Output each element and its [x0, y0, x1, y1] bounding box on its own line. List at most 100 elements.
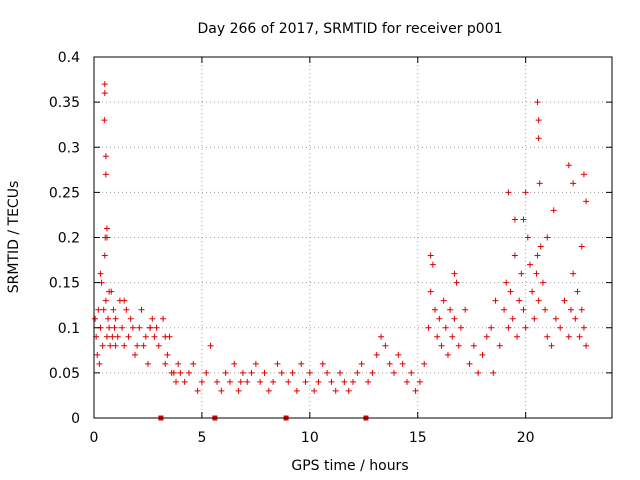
data-point: [542, 306, 549, 313]
data-point: [354, 369, 361, 376]
data-point: [447, 306, 454, 313]
data-point: [442, 324, 449, 331]
data-point: [462, 306, 469, 313]
data-point: [537, 243, 544, 250]
data-point: [531, 315, 538, 322]
data-point: [207, 342, 214, 349]
data-point: [198, 378, 205, 385]
data-point: [270, 378, 277, 385]
data-point: [529, 288, 536, 295]
y-tick-label: 0: [71, 411, 80, 427]
data-point: [345, 387, 352, 394]
data-point: [129, 324, 136, 331]
data-point: [123, 306, 130, 313]
x-axis-label: GPS time / hours: [291, 458, 408, 474]
data-point: [102, 153, 109, 160]
data-point: [382, 342, 389, 349]
data-point: [583, 342, 590, 349]
data-point: [509, 315, 516, 322]
data-point: [578, 306, 585, 313]
data-point: [125, 333, 132, 340]
data-point: [536, 180, 543, 187]
data-point: [101, 117, 108, 124]
data-point: [557, 324, 564, 331]
data-point: [101, 90, 108, 97]
data-point: [109, 333, 116, 340]
x-tick-label: 5: [197, 430, 206, 446]
data-point: [524, 234, 531, 241]
y-tick-label: 0.3: [58, 140, 80, 156]
data-point: [170, 369, 177, 376]
data-point: [278, 369, 285, 376]
data-point: [496, 342, 503, 349]
data-point: [214, 378, 221, 385]
data-point: [132, 351, 139, 358]
data-point: [302, 378, 309, 385]
data-point: [231, 360, 238, 367]
data-point: [103, 234, 110, 241]
points-layer: [92, 81, 590, 394]
y-tick-label: 0.35: [49, 95, 80, 111]
data-point: [490, 369, 497, 376]
data-point: [119, 324, 126, 331]
data-point: [567, 306, 574, 313]
data-point: [114, 333, 121, 340]
data-point: [516, 297, 523, 304]
data-point: [94, 351, 101, 358]
data-point: [177, 369, 184, 376]
data-point: [160, 315, 167, 322]
data-point: [565, 333, 572, 340]
data-point: [412, 387, 419, 394]
data-point: [194, 387, 201, 394]
data-point: [503, 279, 510, 286]
y-axis-label: SRMTID / TECUs: [6, 181, 22, 294]
data-point: [151, 333, 158, 340]
data-point: [285, 378, 292, 385]
data-point: [237, 378, 244, 385]
data-point: [222, 369, 229, 376]
data-point: [475, 369, 482, 376]
data-point: [358, 360, 365, 367]
data-point: [149, 315, 156, 322]
data-point: [147, 324, 154, 331]
data-point: [526, 261, 533, 268]
data-point: [580, 171, 587, 178]
data-point: [483, 333, 490, 340]
x-tick-label: 0: [90, 430, 99, 446]
x-tick-label: 15: [409, 430, 427, 446]
data-point: [440, 297, 447, 304]
data-point: [121, 297, 128, 304]
data-point: [111, 324, 118, 331]
data-point: [552, 315, 559, 322]
data-point: [583, 198, 590, 205]
data-point: [455, 342, 462, 349]
data-point: [395, 351, 402, 358]
data-point: [514, 333, 521, 340]
data-point: [520, 306, 527, 313]
data-point: [289, 369, 296, 376]
data-point: [438, 342, 445, 349]
data-point: [522, 189, 529, 196]
data-point: [578, 243, 585, 250]
data-point: [218, 387, 225, 394]
data-point: [479, 351, 486, 358]
data-point: [427, 288, 434, 295]
data-point: [190, 360, 197, 367]
data-point: [505, 324, 512, 331]
data-point: [173, 378, 180, 385]
data-point: [274, 360, 281, 367]
data-point: [106, 324, 113, 331]
data-point: [449, 333, 456, 340]
data-point: [185, 369, 192, 376]
data-point: [341, 378, 348, 385]
data-point: [518, 270, 525, 277]
x-tick-label: 20: [517, 430, 535, 446]
data-point: [142, 333, 149, 340]
data-point: [162, 360, 169, 367]
data-point: [492, 297, 499, 304]
data-point: [328, 378, 335, 385]
y-tick-label: 0.4: [58, 50, 80, 66]
data-point: [102, 171, 109, 178]
